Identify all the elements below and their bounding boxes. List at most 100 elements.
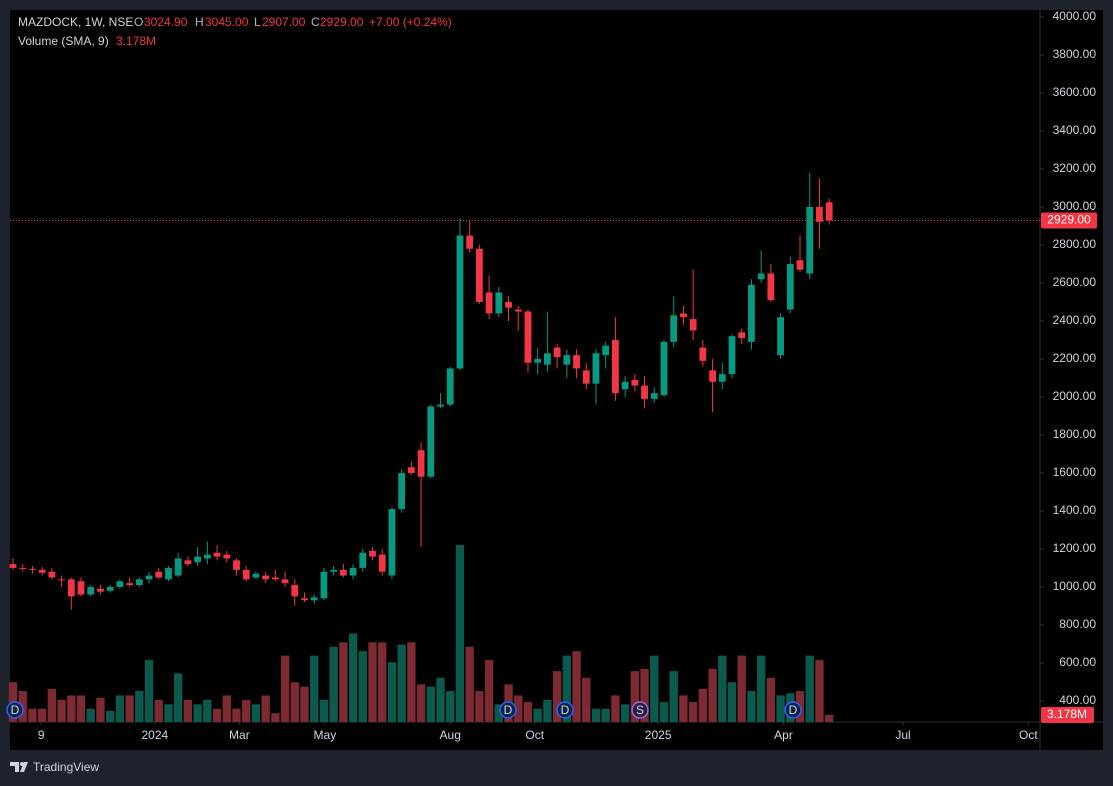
y-tick-label: 1800.00 [1053, 427, 1097, 441]
candle-body [582, 370, 590, 384]
candle-body [291, 585, 299, 597]
y-tick-label: 2800.00 [1053, 237, 1097, 251]
candle-body [670, 315, 678, 342]
candle-body [9, 564, 17, 568]
candle-body [573, 355, 580, 369]
volume-bar [28, 708, 37, 722]
volume-bar [86, 708, 95, 722]
volume-bar [591, 708, 601, 722]
event-marker[interactable] [784, 701, 802, 719]
brand-logo[interactable]: TradingView [10, 760, 99, 774]
event-label: D [11, 703, 20, 717]
event-marker[interactable] [631, 701, 649, 719]
volume-bar [37, 708, 47, 722]
candle-body [417, 450, 425, 477]
volume-bar [232, 708, 241, 722]
volume-bar [484, 660, 494, 722]
change: +7.00 (+0.24%) [369, 15, 452, 29]
chart-pane [10, 10, 1103, 750]
volume-bar [387, 662, 397, 722]
event-marker[interactable] [499, 701, 517, 719]
x-tick-label: 2025 [645, 728, 672, 742]
volume-badge-label: 3.178M [1047, 707, 1087, 721]
close-label: C [311, 15, 320, 29]
candle-body [174, 558, 182, 576]
low-label: L [254, 15, 261, 29]
candle-body [359, 552, 367, 568]
last-price-badge [1041, 212, 1097, 229]
volume-bar [115, 695, 125, 722]
volume-bar [543, 699, 552, 722]
volume-bar [523, 702, 533, 722]
candle-body [767, 273, 775, 301]
volume-bar [57, 699, 66, 722]
volume-bar [426, 686, 435, 722]
candle-body [456, 235, 464, 369]
y-tick-label: 2200.00 [1053, 351, 1097, 365]
volume-bar [105, 710, 115, 722]
volume-label: Volume (SMA, 9) [18, 34, 109, 48]
candle-body [437, 404, 444, 407]
volume-bar [358, 651, 367, 722]
candle-body [446, 368, 454, 405]
y-tick-label: 3200.00 [1053, 161, 1097, 175]
x-tick-label: Aug [440, 728, 461, 742]
volume-bar [630, 671, 640, 722]
y-tick-label: 1000.00 [1053, 579, 1097, 593]
event-marker[interactable] [6, 701, 24, 719]
candle-body [126, 583, 134, 586]
volume-bar [601, 708, 610, 722]
volume-bar [280, 655, 290, 722]
candle-body [505, 301, 512, 308]
candle-body [777, 317, 784, 356]
x-tick-label: May [314, 728, 337, 742]
candle-body [233, 560, 240, 570]
candle-body [184, 560, 192, 565]
candle-body [796, 260, 804, 270]
volume-bar [436, 677, 445, 722]
volume-bar [514, 695, 523, 722]
candle-body [339, 569, 347, 576]
volume-bar [640, 668, 649, 722]
high-label: H [195, 15, 204, 29]
volume-bar [533, 708, 542, 722]
candle-body [524, 311, 532, 363]
volume-bar [203, 699, 212, 722]
candle-body [349, 567, 357, 576]
events: D D D S D [6, 701, 802, 719]
candle-body [213, 552, 221, 557]
volume-badge [1041, 707, 1094, 723]
candle-body [514, 309, 522, 312]
candle-body [378, 554, 386, 572]
y-tick-label: 2000.00 [1053, 389, 1097, 403]
candle-body [97, 588, 104, 592]
candle-body [155, 571, 163, 578]
candle-body [262, 575, 270, 580]
candle-body [466, 235, 474, 249]
volume-bar [144, 660, 154, 722]
candle-body [621, 381, 629, 390]
volume-bar [154, 699, 163, 722]
y-tick-label: 800.00 [1059, 617, 1096, 631]
x-tick-label: Mar [229, 728, 250, 742]
volume-bar [378, 642, 387, 722]
candle-body [281, 579, 289, 584]
candle-body [369, 550, 376, 557]
event-marker[interactable] [556, 701, 574, 719]
y-tick-label: 2600.00 [1053, 275, 1097, 289]
logo-dot [20, 762, 24, 766]
volume-bar [659, 702, 669, 722]
volume-bar [727, 682, 737, 722]
volume-bar [222, 695, 231, 722]
candle-body [271, 577, 279, 580]
candle-body [631, 379, 639, 386]
candle-body [495, 292, 503, 314]
low-value: 2907.00 [262, 15, 306, 29]
candle-body [543, 353, 551, 365]
candle-body [106, 586, 114, 591]
x-tick-label: 2024 [142, 728, 169, 742]
candle-body [475, 248, 483, 302]
volume-bar [552, 671, 562, 722]
candle-body [592, 353, 600, 384]
volume-bar [620, 704, 630, 722]
